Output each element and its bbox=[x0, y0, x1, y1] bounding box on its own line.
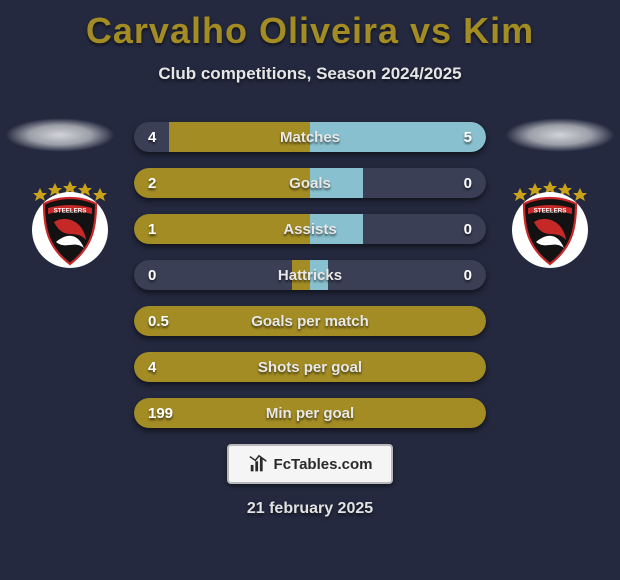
chart-bars-icon bbox=[248, 453, 270, 475]
page-title: Carvalho Oliveira vs Kim bbox=[0, 0, 620, 52]
stat-label: Matches bbox=[214, 129, 406, 146]
team-badge-right: STEELERS bbox=[500, 178, 600, 268]
spotlight-left bbox=[5, 118, 115, 152]
stat-row: 0Hattricks0 bbox=[134, 260, 486, 290]
page-subtitle: Club competitions, Season 2024/2025 bbox=[0, 64, 620, 84]
stat-value-left: 0 bbox=[134, 267, 214, 284]
stat-row: 4Shots per goal bbox=[134, 352, 486, 382]
stat-label: Assists bbox=[214, 221, 406, 238]
spotlight-right bbox=[505, 118, 615, 152]
source-badge: FcTables.com bbox=[227, 444, 393, 484]
stat-label: Min per goal bbox=[214, 405, 406, 422]
stat-label: Hattricks bbox=[214, 267, 406, 284]
stat-value-right: 0 bbox=[406, 221, 486, 238]
stat-value-left: 1 bbox=[134, 221, 214, 238]
source-text: FcTables.com bbox=[274, 456, 373, 473]
stat-value-right: 5 bbox=[406, 129, 486, 146]
stat-value-left: 0.5 bbox=[134, 313, 214, 330]
stat-value-left: 4 bbox=[134, 129, 214, 146]
stat-row: 199Min per goal bbox=[134, 398, 486, 428]
stat-label: Shots per goal bbox=[214, 359, 406, 376]
svg-text:STEELERS: STEELERS bbox=[534, 208, 567, 215]
stat-row: 2Goals0 bbox=[134, 168, 486, 198]
stat-label: Goals bbox=[214, 175, 406, 192]
date-text: 21 february 2025 bbox=[0, 500, 620, 518]
team-badge-left: STEELERS bbox=[20, 178, 120, 268]
stat-row: 4Matches5 bbox=[134, 122, 486, 152]
stat-value-right: 0 bbox=[406, 267, 486, 284]
stat-value-left: 4 bbox=[134, 359, 214, 376]
svg-text:STEELERS: STEELERS bbox=[54, 208, 87, 215]
comparison-chart: 4Matches52Goals01Assists00Hattricks00.5G… bbox=[134, 122, 486, 444]
stat-row: 1Assists0 bbox=[134, 214, 486, 244]
stat-value-left: 199 bbox=[134, 405, 214, 422]
stat-value-left: 2 bbox=[134, 175, 214, 192]
stat-value-right: 0 bbox=[406, 175, 486, 192]
stat-row: 0.5Goals per match bbox=[134, 306, 486, 336]
stat-label: Goals per match bbox=[214, 313, 406, 330]
